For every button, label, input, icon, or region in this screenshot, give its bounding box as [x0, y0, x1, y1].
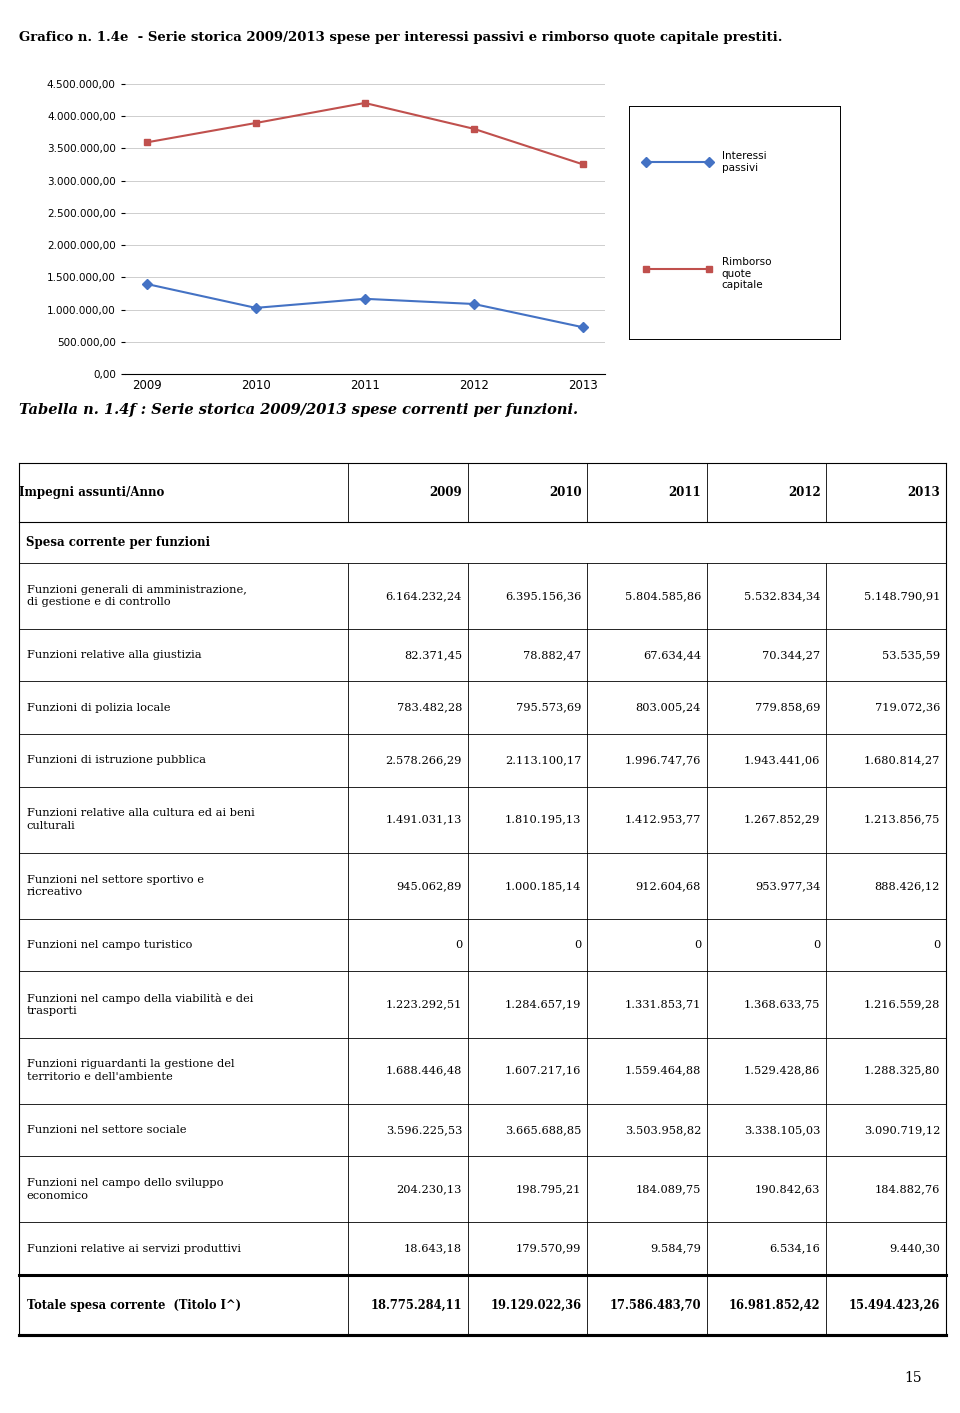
Text: 1.284.657,19: 1.284.657,19 — [505, 999, 582, 1009]
Text: 18.643,18: 18.643,18 — [404, 1243, 462, 1253]
Text: 1.267.852,29: 1.267.852,29 — [744, 814, 821, 825]
Text: 1.491.031,13: 1.491.031,13 — [386, 814, 462, 825]
Text: 53.535,59: 53.535,59 — [882, 650, 940, 660]
Text: Funzioni nel settore sportivo e
ricreativo: Funzioni nel settore sportivo e ricreati… — [27, 875, 204, 897]
Text: 190.842,63: 190.842,63 — [756, 1184, 821, 1194]
Text: 1.529.428,86: 1.529.428,86 — [744, 1065, 821, 1075]
Text: 1.216.559,28: 1.216.559,28 — [864, 999, 940, 1009]
Text: 1.288.325,80: 1.288.325,80 — [864, 1065, 940, 1075]
Text: 3.503.958,82: 3.503.958,82 — [625, 1125, 701, 1135]
Text: 1.000.185,14: 1.000.185,14 — [505, 880, 582, 890]
Text: 3.338.105,03: 3.338.105,03 — [744, 1125, 821, 1135]
Text: 184.882,76: 184.882,76 — [875, 1184, 940, 1194]
Text: 70.344,27: 70.344,27 — [762, 650, 821, 660]
Text: 945.062,89: 945.062,89 — [396, 880, 462, 890]
Text: 795.573,69: 795.573,69 — [516, 702, 582, 712]
Text: 5.804.585,86: 5.804.585,86 — [625, 591, 701, 601]
Text: 3.665.688,85: 3.665.688,85 — [505, 1125, 582, 1135]
Text: 1.368.633,75: 1.368.633,75 — [744, 999, 821, 1009]
Text: 15: 15 — [904, 1371, 922, 1385]
Text: 888.426,12: 888.426,12 — [875, 880, 940, 890]
Text: 3.090.719,12: 3.090.719,12 — [864, 1125, 940, 1135]
Text: 6.164.232,24: 6.164.232,24 — [386, 591, 462, 601]
Text: 783.482,28: 783.482,28 — [396, 702, 462, 712]
Text: 0: 0 — [694, 940, 701, 950]
Text: 719.072,36: 719.072,36 — [875, 702, 940, 712]
Text: 19.129.022,36: 19.129.022,36 — [491, 1299, 582, 1311]
Text: 2011: 2011 — [668, 486, 701, 499]
Text: 1.607.217,16: 1.607.217,16 — [505, 1065, 582, 1075]
Text: Interessi
passivi: Interessi passivi — [722, 151, 766, 172]
Text: Rimborso
quote
capitale: Rimborso quote capitale — [722, 257, 771, 291]
Text: 2012: 2012 — [788, 486, 821, 499]
Text: 2009: 2009 — [429, 486, 462, 499]
Text: 18.775.284,11: 18.775.284,11 — [371, 1299, 462, 1311]
Text: 9.584,79: 9.584,79 — [650, 1243, 701, 1253]
Text: 2010: 2010 — [549, 486, 582, 499]
Text: 779.858,69: 779.858,69 — [756, 702, 821, 712]
Text: 3.596.225,53: 3.596.225,53 — [386, 1125, 462, 1135]
Text: 2.113.100,17: 2.113.100,17 — [505, 755, 582, 766]
Text: 1.412.953,77: 1.412.953,77 — [625, 814, 701, 825]
Text: 0: 0 — [455, 940, 462, 950]
Text: Totale spesa corrente  (Titolo I^): Totale spesa corrente (Titolo I^) — [27, 1299, 241, 1311]
Text: 2013: 2013 — [907, 486, 940, 499]
Text: 9.440,30: 9.440,30 — [889, 1243, 940, 1253]
Text: 17.586.483,70: 17.586.483,70 — [610, 1299, 701, 1311]
Text: Impegni assunti/Anno: Impegni assunti/Anno — [19, 486, 164, 499]
Text: 1.810.195,13: 1.810.195,13 — [505, 814, 582, 825]
Text: 953.977,34: 953.977,34 — [756, 880, 821, 890]
Text: 198.795,21: 198.795,21 — [516, 1184, 582, 1194]
Text: 1.559.464,88: 1.559.464,88 — [625, 1065, 701, 1075]
Text: 82.371,45: 82.371,45 — [404, 650, 462, 660]
Text: 16.981.852,42: 16.981.852,42 — [729, 1299, 821, 1311]
Text: 1.943.441,06: 1.943.441,06 — [744, 755, 821, 766]
Text: Funzioni relative alla cultura ed ai beni
culturali: Funzioni relative alla cultura ed ai ben… — [27, 808, 254, 831]
Text: Funzioni relative alla giustizia: Funzioni relative alla giustizia — [27, 650, 202, 660]
Text: Funzioni di polizia locale: Funzioni di polizia locale — [27, 702, 170, 712]
Text: Funzioni nel campo della viabilità e dei
trasporti: Funzioni nel campo della viabilità e dei… — [27, 993, 253, 1016]
Text: 0: 0 — [813, 940, 821, 950]
Text: 179.570,99: 179.570,99 — [516, 1243, 582, 1253]
Text: 2.578.266,29: 2.578.266,29 — [386, 755, 462, 766]
Text: Funzioni di istruzione pubblica: Funzioni di istruzione pubblica — [27, 755, 205, 766]
Text: 1.223.292,51: 1.223.292,51 — [386, 999, 462, 1009]
Text: 6.395.156,36: 6.395.156,36 — [505, 591, 582, 601]
Text: 6.534,16: 6.534,16 — [770, 1243, 821, 1253]
Text: Tabella n. 1.4f : Serie storica 2009/2013 spese correnti per funzioni.: Tabella n. 1.4f : Serie storica 2009/201… — [19, 403, 578, 417]
Text: Funzioni nel settore sociale: Funzioni nel settore sociale — [27, 1125, 186, 1135]
Text: 1.996.747,76: 1.996.747,76 — [625, 755, 701, 766]
Text: 0: 0 — [574, 940, 582, 950]
Text: Funzioni generali di amministrazione,
di gestione e di controllo: Funzioni generali di amministrazione, di… — [27, 585, 247, 608]
Text: 15.494.423,26: 15.494.423,26 — [849, 1299, 940, 1311]
Text: 1.213.856,75: 1.213.856,75 — [864, 814, 940, 825]
Text: Grafico n. 1.4e  - Serie storica 2009/2013 spese per interessi passivi e rimbors: Grafico n. 1.4e - Serie storica 2009/201… — [19, 31, 782, 44]
Text: 67.634,44: 67.634,44 — [643, 650, 701, 660]
Text: 78.882,47: 78.882,47 — [523, 650, 582, 660]
Text: 1.688.446,48: 1.688.446,48 — [386, 1065, 462, 1075]
Text: 204.230,13: 204.230,13 — [396, 1184, 462, 1194]
Text: 5.148.790,91: 5.148.790,91 — [864, 591, 940, 601]
Text: 0: 0 — [933, 940, 940, 950]
Text: Funzioni nel campo dello sviluppo
economico: Funzioni nel campo dello sviluppo econom… — [27, 1178, 223, 1201]
Text: Funzioni relative ai servizi produttivi: Funzioni relative ai servizi produttivi — [27, 1243, 241, 1253]
Text: 1.331.853,71: 1.331.853,71 — [625, 999, 701, 1009]
Text: Spesa corrente per funzioni: Spesa corrente per funzioni — [26, 536, 210, 548]
Text: 184.089,75: 184.089,75 — [636, 1184, 701, 1194]
Text: 1.680.814,27: 1.680.814,27 — [864, 755, 940, 766]
Text: 5.532.834,34: 5.532.834,34 — [744, 591, 821, 601]
Text: 803.005,24: 803.005,24 — [636, 702, 701, 712]
Text: Funzioni riguardanti la gestione del
territorio e dell'ambiente: Funzioni riguardanti la gestione del ter… — [27, 1060, 234, 1082]
Text: Funzioni nel campo turistico: Funzioni nel campo turistico — [27, 940, 192, 950]
Text: 912.604,68: 912.604,68 — [636, 880, 701, 890]
